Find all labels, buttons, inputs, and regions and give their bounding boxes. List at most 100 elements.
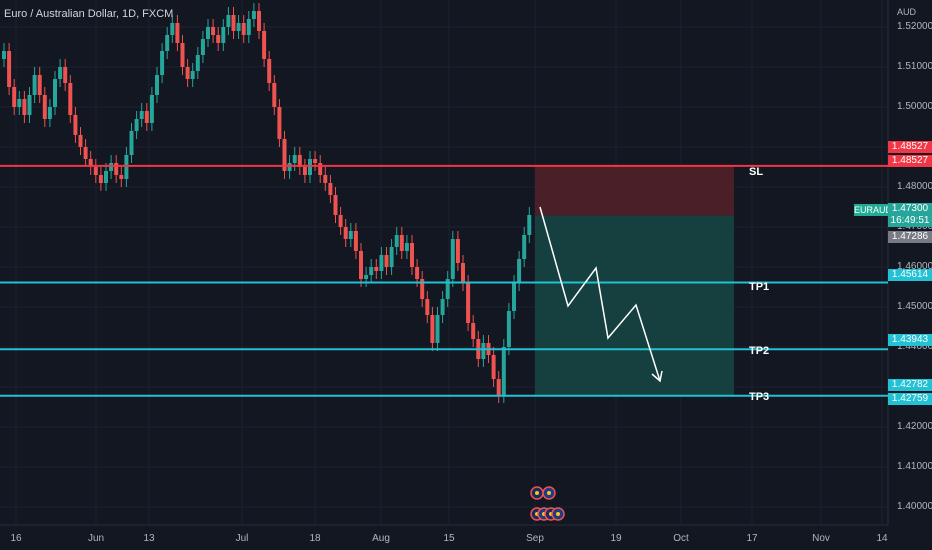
flag-au-icon[interactable] xyxy=(542,486,556,500)
tp1-price-tag: 1.45614 xyxy=(888,269,932,281)
last-price: 1.47300 xyxy=(891,203,929,214)
candle-body xyxy=(399,235,404,251)
time-axis-label: Sep xyxy=(526,533,544,544)
candle-body xyxy=(68,83,73,115)
candle-body xyxy=(267,59,272,83)
tp3-price-tag: 1.42782 xyxy=(888,379,932,391)
candle-body xyxy=(144,111,149,123)
candle-body xyxy=(17,99,22,107)
candle-body xyxy=(415,267,420,279)
price-axis-label: 1.51000 xyxy=(897,61,932,72)
candle-body xyxy=(160,51,165,75)
candle-body xyxy=(170,23,175,35)
candle-body xyxy=(12,87,17,107)
flag-au-icon[interactable] xyxy=(530,486,544,500)
candle-body xyxy=(175,23,180,43)
candle-body xyxy=(195,55,200,71)
candle-body xyxy=(394,235,399,247)
price-axis-label: 1.40000 xyxy=(897,501,932,512)
candle-body xyxy=(466,283,471,323)
candle-body xyxy=(491,355,496,379)
candle-body xyxy=(42,95,47,119)
candle-body xyxy=(292,155,297,163)
candle-body xyxy=(384,255,389,267)
currency-label: AUD xyxy=(897,7,917,17)
candle-body xyxy=(425,299,430,315)
candle-body xyxy=(27,95,32,115)
candle-body xyxy=(251,11,256,19)
symbol-tag: EURAUD xyxy=(854,204,893,216)
flag-eu-icon[interactable] xyxy=(551,507,565,521)
candle-body xyxy=(231,15,236,31)
forecast-path-arrow[interactable] xyxy=(539,206,661,382)
candle-body xyxy=(435,315,440,343)
candle-body xyxy=(522,235,527,259)
candle-body xyxy=(114,163,119,175)
candle-body xyxy=(512,283,516,311)
candle-body xyxy=(374,267,379,271)
chart-title: Euro / Australian Dollar, 1D, FXCM xyxy=(4,8,174,20)
candle-body xyxy=(165,35,170,51)
candles xyxy=(2,3,532,403)
candle-body xyxy=(246,19,251,35)
candle-body xyxy=(129,131,134,155)
price-axis-label: 1.42000 xyxy=(897,421,932,432)
candle-body xyxy=(389,247,394,267)
candle-body xyxy=(119,175,124,179)
candle-body xyxy=(404,243,409,251)
candle-body xyxy=(221,27,226,43)
candle-body xyxy=(364,275,369,279)
price-axis-label: 1.52000 xyxy=(897,21,932,32)
candle-body xyxy=(430,315,435,343)
tp2-label: TP2 xyxy=(749,345,770,357)
economic-events[interactable] xyxy=(530,486,565,521)
candle-body xyxy=(481,343,486,359)
candle-body xyxy=(78,135,83,147)
candle-body xyxy=(190,71,195,79)
candle-body xyxy=(282,139,287,171)
candle-body xyxy=(37,75,42,95)
candle-body xyxy=(445,279,450,299)
time-axis-label: 13 xyxy=(143,533,155,544)
price-axis-label: 1.41000 xyxy=(897,461,932,472)
sl-label: SL xyxy=(749,166,764,178)
candle-body xyxy=(455,239,460,263)
time-axis-label: 19 xyxy=(610,533,622,544)
candle-body xyxy=(338,215,343,227)
candle-body xyxy=(272,83,277,107)
candle-body xyxy=(83,147,88,159)
candle-body xyxy=(313,159,318,163)
candle-body xyxy=(517,259,522,283)
time-axis-label: 14 xyxy=(876,533,888,544)
candle-body xyxy=(216,35,221,43)
candle-body xyxy=(88,159,93,167)
tp3-label: TP3 xyxy=(749,391,770,403)
time-axis-label: Nov xyxy=(812,533,830,544)
candle-body xyxy=(139,111,144,119)
candle-body xyxy=(323,175,328,183)
candle-body xyxy=(241,23,246,35)
time-axis-label: Jun xyxy=(87,533,105,544)
candle-body xyxy=(149,95,154,123)
candle-body xyxy=(333,195,338,215)
candle-body xyxy=(277,107,282,139)
candle-body xyxy=(124,155,129,179)
candle-body xyxy=(262,31,267,59)
candle-body xyxy=(109,163,114,171)
price-axis-label: 1.45000 xyxy=(897,301,932,312)
candle-body xyxy=(98,175,103,183)
price-axis-label: 1.46000 xyxy=(897,261,932,272)
stop-loss-zone[interactable] xyxy=(535,165,734,216)
candle-body xyxy=(501,347,506,395)
candle-body xyxy=(47,107,52,119)
time-axis-label: Oct xyxy=(673,533,689,544)
entry-price-tag: 1.47286 xyxy=(888,231,932,243)
candle-body xyxy=(471,323,476,339)
candle-body xyxy=(348,231,353,239)
candle-body xyxy=(73,115,78,135)
candle-body xyxy=(343,227,348,239)
candle-body xyxy=(58,67,63,79)
sl-price-tag: 1.48527 xyxy=(888,155,932,167)
candle-body xyxy=(155,75,159,95)
